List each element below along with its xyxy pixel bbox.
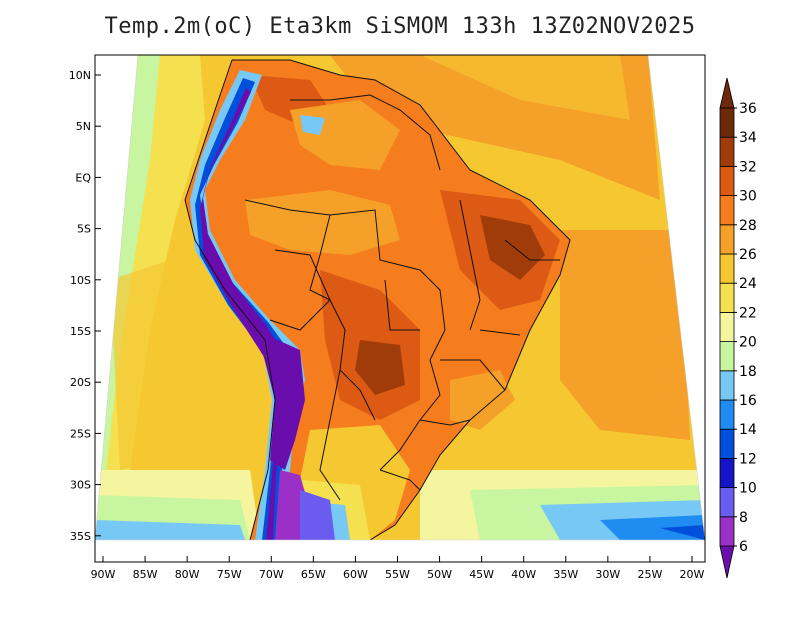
colorbar-label: 6 xyxy=(739,539,748,555)
colorbar-segment xyxy=(719,487,735,518)
colorbar-label: 8 xyxy=(739,510,748,526)
map-title: Temp.2m(oC) Eta3km SiSMOM 133h 13Z02NOV2… xyxy=(104,14,696,39)
colorbar-segment xyxy=(719,399,735,430)
colorbar-label: 36 xyxy=(739,101,757,117)
colorbar-segment xyxy=(719,516,735,547)
colorbar-segment xyxy=(719,282,735,313)
lat-label: 15S xyxy=(70,325,91,338)
lon-label: 60W xyxy=(343,568,368,581)
colorbar-segment xyxy=(719,370,735,401)
lon-label: 40W xyxy=(511,568,536,581)
colorbar-label: 22 xyxy=(739,305,757,321)
colorbar-label: 14 xyxy=(739,422,757,438)
colorbar-segment xyxy=(719,195,735,226)
colorbar-segment xyxy=(719,341,735,372)
colorbar-max-arrow xyxy=(719,77,735,109)
lat-label: 20S xyxy=(70,376,91,389)
lon-label: 90W xyxy=(91,568,116,581)
lon-label: 85W xyxy=(133,568,158,581)
colorbar-segment xyxy=(719,311,735,342)
lat-label: 10S xyxy=(70,274,91,287)
lat-label: 30S xyxy=(70,479,91,492)
lon-label: 20W xyxy=(680,568,705,581)
colorbar-segment xyxy=(719,457,735,488)
colorbar-label: 26 xyxy=(739,247,757,263)
lon-label: 30W xyxy=(595,568,620,581)
map-field xyxy=(95,55,705,540)
lon-label: 70W xyxy=(259,568,284,581)
colorbar-label: 34 xyxy=(739,130,757,146)
colorbar-label: 24 xyxy=(739,276,757,292)
lon-label: 50W xyxy=(427,568,452,581)
colorbar-label: 32 xyxy=(739,159,757,175)
lat-label: 5S xyxy=(77,223,91,236)
map-frame xyxy=(94,54,706,563)
lat-label: 5N xyxy=(76,120,91,133)
lon-label: 35W xyxy=(553,568,578,581)
colorbar-label: 20 xyxy=(739,335,757,351)
colorbar-segment xyxy=(719,107,735,138)
lon-label: 55W xyxy=(385,568,410,581)
colorbar-label: 30 xyxy=(739,189,757,205)
longitude-axis: 90W 85W 80W 75W 70W 65W 60W 55W 50W 45W 40W 35W 30W 2… xyxy=(91,556,705,581)
lon-label: 65W xyxy=(301,568,326,581)
lon-label: 75W xyxy=(217,568,242,581)
colorbar-segment xyxy=(719,136,735,167)
colorbar-label: 16 xyxy=(739,393,757,409)
lon-label: 45W xyxy=(469,568,494,581)
colorbar-label: 28 xyxy=(739,218,757,234)
lat-label: 35S xyxy=(70,530,91,543)
lon-label: 80W xyxy=(175,568,200,581)
colorbar-label: 12 xyxy=(739,451,757,467)
colorbar: 6 8 10 12 14 16 18 20 22 24 26 28 30 32 34 36 xyxy=(719,77,757,579)
colorbar-segment xyxy=(719,224,735,255)
colorbar-label: 10 xyxy=(739,481,757,497)
lat-label: EQ xyxy=(75,171,91,184)
lat-label: 25S xyxy=(70,427,91,440)
colorbar-segment xyxy=(719,165,735,196)
lon-label: 25W xyxy=(637,568,662,581)
colorbar-min-arrow xyxy=(719,545,735,579)
colorbar-label: 18 xyxy=(739,364,757,380)
latitude-axis: 10N 5N EQ 5S 10S 15S 20S 25S 30S 35S xyxy=(69,69,101,543)
colorbar-segment xyxy=(719,253,735,284)
colorbar-segment xyxy=(719,428,735,459)
lat-label: 10N xyxy=(69,69,91,82)
